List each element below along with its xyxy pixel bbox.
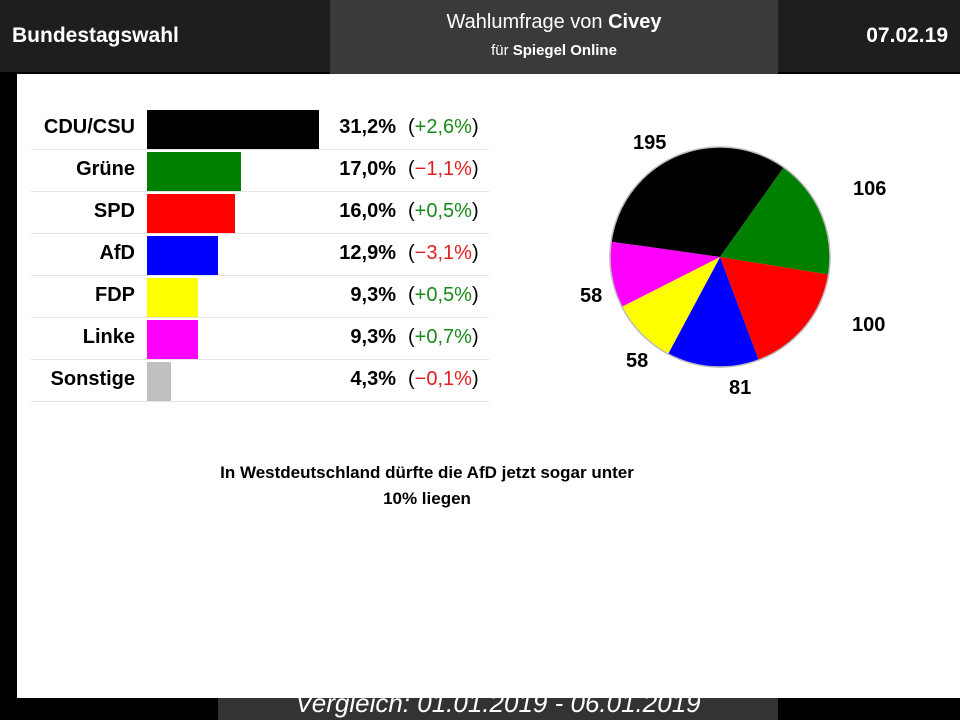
pie-slice-label: 100	[852, 314, 885, 336]
bar	[147, 236, 218, 275]
change-label: (+2,6%)	[408, 116, 479, 138]
party-label: SPD	[93, 200, 135, 222]
pie-slice-label: 106	[853, 178, 886, 200]
footer-bar: Vergleich: 01.01.2019 - 06.01.2019	[218, 698, 778, 720]
party-label: FDP	[95, 284, 135, 306]
bar	[147, 194, 235, 233]
bar	[147, 152, 241, 191]
party-label: Linke	[82, 326, 135, 348]
value-label: 9,3%	[350, 326, 396, 348]
change-label: (+0,7%)	[408, 326, 479, 348]
bar-row: FDP 9,3% (+0,5%)	[31, 276, 489, 318]
bar	[147, 320, 198, 359]
party-label: CDU/CSU	[43, 116, 135, 138]
row-divider	[31, 401, 489, 402]
value-label: 12,9%	[339, 242, 396, 264]
pie-slice-label: 81	[729, 377, 751, 399]
party-label: AfD	[99, 242, 135, 264]
row-divider	[31, 317, 489, 318]
chart-area: CDU/CSU 31,2% (+2,6%) Grüne 17,0% (−1,1%) SPD 1…	[17, 74, 960, 698]
bar-row: Linke 9,3% (+0,7%)	[31, 318, 489, 360]
row-divider	[31, 149, 489, 150]
pie-outline	[609, 146, 831, 368]
bar	[147, 362, 171, 401]
pie-slice	[720, 257, 829, 360]
poll-subtitle-prefix: für	[491, 42, 509, 59]
note-line-2: 10% liegen	[383, 489, 471, 508]
pie-slice-label: 195	[633, 132, 666, 154]
pie-slice-label: 58	[626, 350, 648, 372]
poll-date: 07.02.19	[866, 24, 948, 47]
bar	[147, 110, 319, 149]
change-label: (−3,1%)	[408, 242, 479, 264]
pie-slice	[611, 146, 784, 257]
pie-slice	[668, 257, 759, 367]
value-label: 31,2%	[339, 116, 396, 138]
change-label: (+0,5%)	[408, 284, 479, 306]
poll-subtitle-brand: Spiegel Online	[512, 42, 617, 59]
party-label: Grüne	[76, 158, 135, 180]
value-label: 17,0%	[339, 158, 396, 180]
election-title: Bundestagswahl	[12, 24, 179, 47]
bar-row: Sonstige 4,3% (−0,1%)	[31, 360, 489, 402]
note-text: In Westdeutschland dürfte die AfD jetzt …	[167, 460, 687, 512]
value-label: 9,3%	[350, 284, 396, 306]
note-line-1: In Westdeutschland dürfte die AfD jetzt …	[220, 463, 634, 482]
value-label: 16,0%	[339, 200, 396, 222]
pie-slice	[621, 257, 720, 354]
bar-row: AfD 12,9% (−3,1%)	[31, 234, 489, 276]
bar-row: SPD 16,0% (+0,5%)	[31, 192, 489, 234]
change-label: (−0,1%)	[408, 368, 479, 390]
poll-subtitle: für Spiegel Online	[330, 42, 778, 59]
change-label: (+0,5%)	[408, 200, 479, 222]
poll-title: Wahlumfrage von Civey	[330, 11, 778, 34]
row-divider	[31, 233, 489, 234]
row-divider	[31, 275, 489, 276]
party-label: Sonstige	[50, 368, 135, 390]
header-right-panel: 07.02.19	[778, 0, 960, 72]
change-label: (−1,1%)	[408, 158, 479, 180]
row-divider	[31, 191, 489, 192]
value-label: 4,3%	[350, 368, 396, 390]
bar-row: CDU/CSU 31,2% (+2,6%)	[31, 108, 489, 150]
top-bar: Bundestagswahl Wahlumfrage von Civey für…	[0, 0, 960, 74]
bar	[147, 278, 198, 317]
header-left-panel: Bundestagswahl	[0, 0, 330, 72]
bar-row: Grüne 17,0% (−1,1%)	[31, 150, 489, 192]
poll-brand: Civey	[608, 11, 662, 33]
seat-pie-chart: 195 106 100 81 58 58	[580, 132, 886, 399]
poll-title-prefix: Wahlumfrage von	[446, 11, 603, 33]
pie-slice	[720, 167, 830, 275]
pie-slice-label: 58	[580, 285, 602, 307]
row-divider	[31, 359, 489, 360]
comparison-period: Vergleich: 01.01.2019 - 06.01.2019	[295, 698, 701, 718]
pie-slice	[609, 241, 720, 307]
header-center-panel: Wahlumfrage von Civey für Spiegel Online	[330, 0, 778, 74]
